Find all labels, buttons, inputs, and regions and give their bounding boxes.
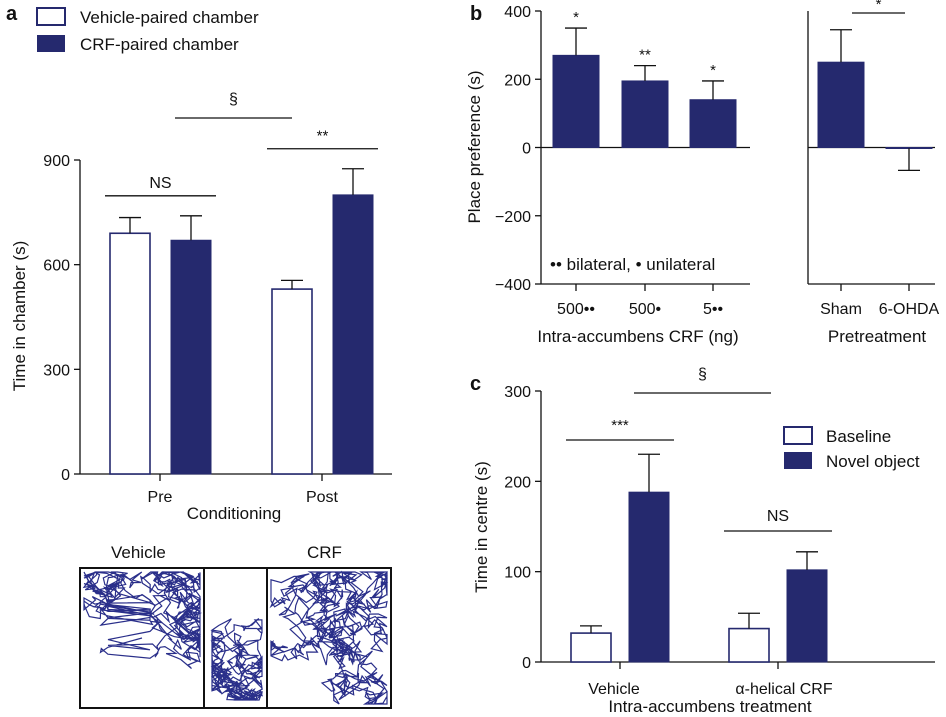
panel-c-yaxis-tick-label: 100 — [504, 565, 531, 582]
panel-a-ylabel: Time in chamber (s) — [10, 241, 29, 392]
panel-a-yaxis-tick-label: 900 — [43, 153, 70, 170]
panel-c-xlabel: Intra-accumbens treatment — [608, 697, 811, 716]
panel-b-bar — [817, 61, 865, 148]
panel-a-yaxis-tick-label: 0 — [61, 467, 70, 484]
panel-b-yaxis-tick-label: 400 — [504, 4, 531, 21]
panel-c-sig-2-label: § — [698, 366, 707, 383]
panel-c-bar — [728, 627, 770, 663]
legend-swatch-novel-object — [784, 452, 812, 469]
panel-c-ylabel: Time in centre (s) — [472, 461, 491, 593]
panel-b-star: ** — [639, 47, 651, 64]
panel-a-letter: a — [6, 3, 18, 25]
panel-a-sig-2-label: § — [229, 91, 238, 108]
panel-b-note: •• bilateral, • unilateral — [550, 255, 715, 274]
panel-b-ylabel: Place preference (s) — [465, 70, 484, 223]
panel-c-bar — [570, 632, 612, 663]
panel-a-bar — [271, 288, 313, 475]
panel-b-xtick-label: 6-OHDA — [879, 301, 940, 318]
legend-swatch-baseline — [783, 426, 813, 445]
track-label-vehicle: Vehicle — [111, 543, 166, 562]
panel-b-xtick-label: 500•• — [557, 301, 595, 318]
panel-c-bar — [628, 491, 670, 663]
panel-c-sig-0-label: *** — [611, 417, 629, 434]
panel-a-bar — [332, 194, 374, 475]
panel-a-sig-0-label: NS — [149, 175, 171, 192]
panel-b-star: * — [710, 62, 716, 79]
panel-c-yaxis-tick-label: 200 — [504, 474, 531, 491]
legend-label-novel-object: Novel object — [826, 452, 920, 471]
legend-swatch-crf — [37, 35, 65, 52]
panel-c-xtick-label: α-helical CRF — [735, 681, 832, 698]
panel-c-yaxis-tick-label: 0 — [522, 655, 531, 672]
panel-b-bar — [621, 80, 669, 148]
panel-b-bar — [689, 99, 737, 148]
legend-swatch-vehicle — [36, 7, 66, 26]
panel-c-sig-1-label: NS — [767, 508, 789, 525]
panel-b-bar — [552, 54, 600, 148]
panel-c-letter: c — [470, 373, 481, 395]
legend-label-vehicle: Vehicle-paired chamber — [80, 8, 259, 27]
panel-a-xlabel: Conditioning — [187, 504, 282, 523]
panel-c-yaxis-tick-label: 300 — [504, 384, 531, 401]
legend-label-crf: CRF-paired chamber — [80, 35, 239, 54]
track-paths — [82, 570, 389, 705]
panel-a-yaxis-tick-label: 600 — [43, 258, 70, 275]
panel-b-yaxis-tick-label: −200 — [495, 209, 531, 226]
panel-b-xtick-label: 500• — [629, 301, 661, 318]
panel-b-xtick-label: 5•• — [703, 301, 723, 318]
panel-a-yaxis-tick-label: 300 — [43, 362, 70, 379]
panel-b-xlabel-crf: Intra-accumbens CRF (ng) — [537, 327, 738, 346]
track-label-crf: CRF — [307, 543, 342, 562]
tracking-image: Vehicle CRF — [79, 543, 392, 709]
panel-b-letter: b — [470, 3, 482, 25]
panel-b-xtick-label: Sham — [820, 301, 862, 318]
panel-b-star: * — [573, 9, 579, 26]
panel-c-bar — [786, 569, 828, 663]
panel-b-yaxis-tick-label: −400 — [495, 277, 531, 294]
panel-b-sig-label: * — [876, 0, 882, 13]
track-path-center — [210, 618, 264, 701]
panel-a-xtick-label: Pre — [148, 489, 173, 506]
panel-b-xlabel-pretreatment: Pretreatment — [828, 327, 927, 346]
panel-a-sig-1-label: ** — [317, 128, 329, 145]
panel-a-bar — [109, 232, 151, 475]
legend-label-baseline: Baseline — [826, 427, 891, 446]
panel-a-bar — [170, 239, 212, 475]
panel-a-xtick-label: Post — [306, 489, 339, 506]
track-path-vehicle — [82, 571, 203, 669]
panel-c-xtick-label: Vehicle — [588, 681, 640, 698]
panel-b-yaxis-tick-label: 0 — [522, 141, 531, 158]
track-path-crf — [269, 570, 389, 705]
arena-frame — [79, 567, 392, 709]
panel-b-yaxis-tick-label: 200 — [504, 72, 531, 89]
